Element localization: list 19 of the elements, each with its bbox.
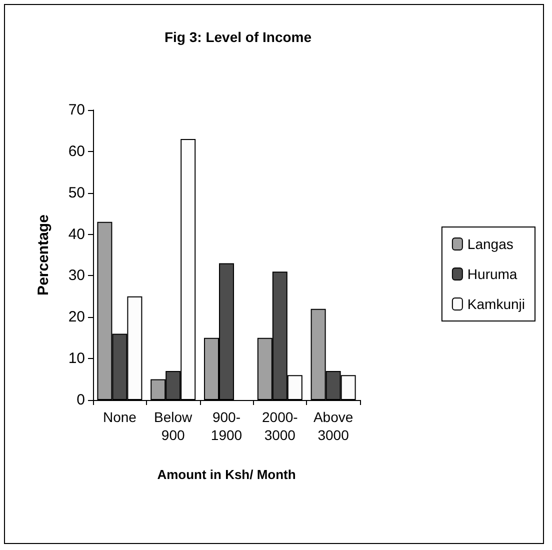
legend-label: Huruma — [467, 266, 518, 282]
y-tick-label: 70 — [68, 102, 85, 118]
y-axis-title: Percentage — [35, 214, 52, 296]
legend-label: Langas — [467, 236, 514, 252]
legend-label: Kamkunji — [467, 296, 526, 312]
y-tick-label: 10 — [68, 350, 85, 368]
y-tick-label: 60 — [68, 142, 85, 160]
y-tick-label: 20 — [68, 308, 85, 326]
x-tick-label: 2000- 3000 — [262, 409, 298, 443]
y-tick-label: 30 — [68, 267, 85, 284]
x-tick-label: Below 900 — [154, 409, 194, 443]
y-tick-label: 50 — [68, 184, 85, 202]
x-axis-title: Amount in Ksh/ Month — [157, 467, 296, 482]
chart-title: Fig 3: Level of Income — [164, 29, 312, 45]
x-tick-label: 900- 1900 — [210, 409, 242, 443]
y-tick-label: 0 — [76, 392, 85, 408]
y-tick-label: 40 — [68, 226, 85, 243]
x-tick-label: Above 3000 — [313, 409, 354, 443]
x-tick-label: None — [102, 409, 137, 425]
